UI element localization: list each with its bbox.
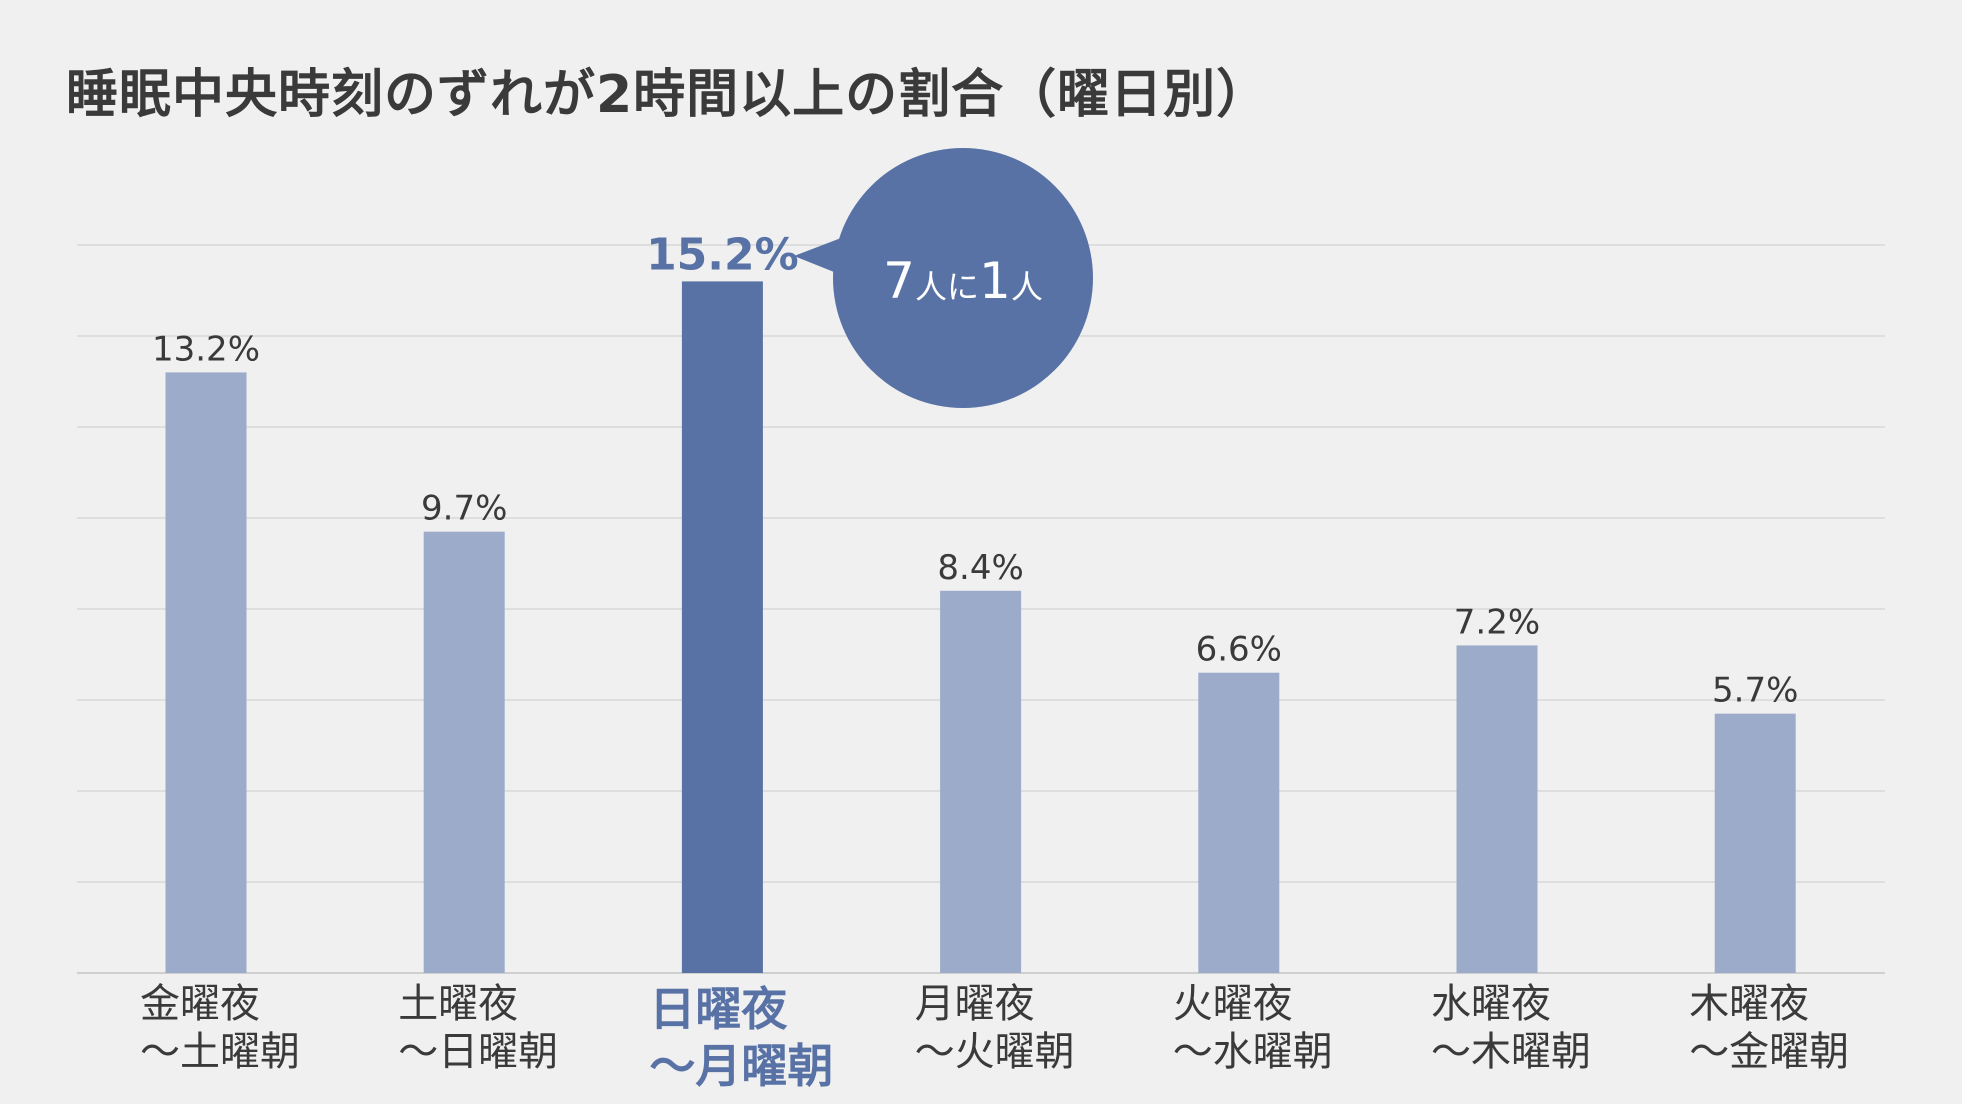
category-labels: 金曜夜～土曜朝 土曜夜～日曜朝 日曜夜～月曜朝 月曜夜～火曜朝 火曜夜～水曜朝 水曜夜～木…: [140, 981, 1849, 1093]
data-label: 15.2%: [646, 229, 799, 280]
value-labels: 13.2% 9.7% 15.2% 8.4% 6.6% 7.2% 5.7%: [152, 229, 1798, 710]
bar: [423, 531, 505, 973]
tick-label: 木曜夜: [1689, 981, 1809, 1027]
tick-label: 金曜夜: [140, 981, 260, 1027]
data-label: 9.7%: [421, 489, 507, 529]
bar: [1456, 645, 1538, 973]
bar: [1198, 672, 1280, 973]
bar: [940, 590, 1022, 973]
callout-bubble: 7人に1人: [794, 148, 1093, 408]
callout-pointer: [794, 238, 841, 274]
tick-label: ～日曜朝: [398, 1029, 558, 1075]
chart-title: 睡眠中央時刻のずれが2時間以上の割合（曜日別）: [66, 65, 1270, 125]
tick-label: ～水曜朝: [1173, 1029, 1333, 1075]
bar: [165, 372, 247, 973]
data-label: 8.4%: [937, 548, 1023, 588]
tick-label: 月曜夜: [915, 981, 1035, 1027]
tick-label: 日曜夜: [649, 982, 788, 1036]
bar-highlighted: [681, 281, 763, 973]
data-label: 6.6%: [1196, 630, 1282, 670]
data-label: 7.2%: [1454, 602, 1540, 642]
tick-label: ～月曜朝: [649, 1039, 833, 1093]
tick-label: 土曜夜: [398, 981, 518, 1027]
tick-label: ～火曜朝: [915, 1029, 1075, 1075]
callout-text-part: 人に: [915, 268, 979, 306]
bar: [1714, 713, 1796, 973]
data-label: 13.2%: [152, 329, 260, 369]
callout-text-part: 1: [979, 252, 1011, 310]
tick-label: 火曜夜: [1173, 981, 1293, 1027]
callout-text-part: 人: [1011, 268, 1043, 306]
tick-label: ～木曜朝: [1431, 1029, 1591, 1075]
data-label: 5.7%: [1712, 671, 1798, 711]
tick-label: ～土曜朝: [140, 1029, 300, 1075]
callout-circle: [833, 148, 1093, 408]
callout-text: 7人に1人: [883, 252, 1043, 310]
bars: [165, 281, 1796, 973]
tick-label: ～金曜朝: [1689, 1029, 1849, 1075]
callout-text-part: 7: [883, 252, 915, 310]
tick-label: 水曜夜: [1431, 981, 1551, 1027]
